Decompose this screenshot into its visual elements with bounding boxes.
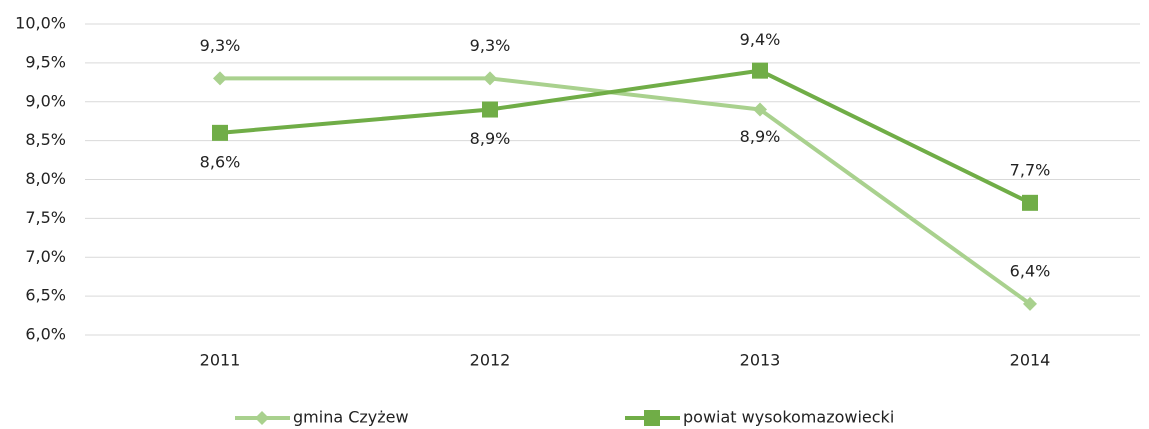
data-label: 8,9%: [740, 127, 781, 146]
data-label: 8,9%: [470, 129, 511, 148]
x-tick-label: 2011: [200, 351, 241, 370]
y-tick-label: 10,0%: [15, 14, 66, 33]
data-label: 6,4%: [1010, 261, 1051, 280]
data-label: 8,6%: [200, 152, 241, 171]
marker: [753, 102, 767, 117]
marker: [483, 71, 497, 86]
data-label: 9,4%: [740, 30, 781, 49]
marker: [482, 101, 498, 118]
marker: [212, 124, 228, 141]
series-line: [220, 76, 1032, 306]
data-label: 9,3%: [470, 36, 511, 55]
x-tick-label: 2012: [470, 351, 511, 370]
legend-label: powiat wysokomazowiecki: [683, 408, 894, 427]
x-tick-label: 2013: [740, 351, 781, 370]
legend-label: gmina Czyżew: [293, 408, 409, 427]
y-tick-label: 9,0%: [25, 91, 66, 110]
data-label: 9,3%: [200, 36, 241, 55]
y-tick-label: 7,5%: [25, 208, 66, 227]
y-tick-label: 7,0%: [25, 247, 66, 266]
y-tick-label: 8,0%: [25, 169, 66, 188]
marker: [1023, 296, 1037, 311]
y-tick-label: 8,5%: [25, 130, 66, 149]
x-tick-label: 2014: [1010, 351, 1051, 370]
marker: [255, 411, 269, 425]
marker: [213, 71, 227, 86]
y-tick-label: 6,5%: [25, 286, 66, 305]
y-tick-label: 9,5%: [25, 52, 66, 71]
series-line: [219, 68, 1031, 205]
marker: [644, 410, 660, 426]
marker: [752, 62, 768, 79]
marker: [1022, 194, 1038, 211]
data-label: 7,7%: [1010, 160, 1051, 179]
y-tick-label: 6,0%: [25, 325, 66, 344]
